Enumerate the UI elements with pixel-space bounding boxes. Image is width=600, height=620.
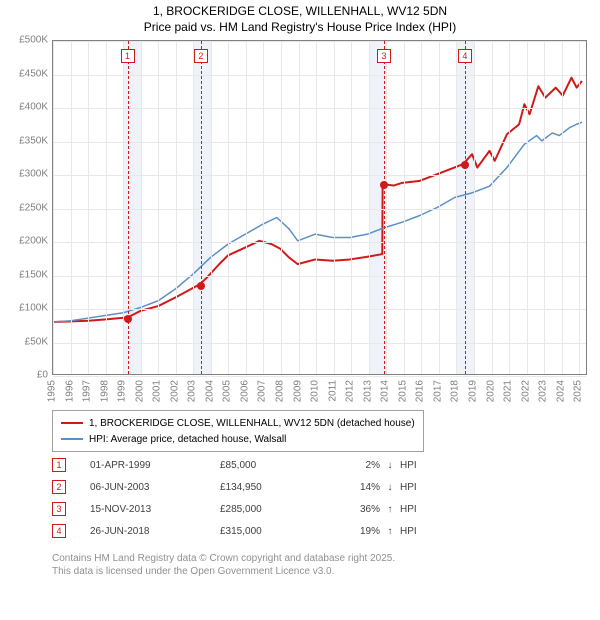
y-tick-label: £100K bbox=[4, 303, 48, 314]
x-tick-label: 2011 bbox=[327, 380, 338, 402]
x-tick-label: 2009 bbox=[292, 380, 303, 402]
x-tick-label: 2023 bbox=[538, 380, 549, 402]
title-line-1: 1, BROCKERIDGE CLOSE, WILLENHALL, WV12 5… bbox=[0, 4, 600, 20]
sale-marker-label: 2 bbox=[194, 49, 208, 63]
y-tick-label: £150K bbox=[4, 269, 48, 280]
row-price: £285,000 bbox=[220, 504, 330, 515]
chart-area: 1234 £0£50K£100K£150K£200K£250K£300K£350… bbox=[8, 40, 592, 400]
legend-row: HPI: Average price, detached house, Wals… bbox=[61, 431, 415, 447]
x-tick-label: 2000 bbox=[134, 380, 145, 402]
x-tick-label: 2016 bbox=[415, 380, 426, 402]
x-tick-label: 2014 bbox=[380, 380, 391, 402]
x-tick-label: 2015 bbox=[397, 380, 408, 402]
row-arrow-icon: ↓ bbox=[380, 482, 400, 493]
footer-line-1: Contains HM Land Registry data © Crown c… bbox=[52, 552, 395, 565]
row-hpi-label: HPI bbox=[400, 460, 440, 471]
row-hpi-label: HPI bbox=[400, 504, 440, 515]
series-hpi bbox=[54, 122, 582, 322]
row-price: £315,000 bbox=[220, 526, 330, 537]
legend-row: 1, BROCKERIDGE CLOSE, WILLENHALL, WV12 5… bbox=[61, 415, 415, 431]
row-pct: 36% bbox=[330, 504, 380, 515]
sales-table: 101-APR-1999£85,0002%↓HPI206-JUN-2003£13… bbox=[52, 454, 562, 542]
x-tick-label: 2021 bbox=[503, 380, 514, 402]
legend-swatch bbox=[61, 422, 83, 424]
row-arrow-icon: ↑ bbox=[380, 526, 400, 537]
y-tick-label: £0 bbox=[4, 370, 48, 381]
row-price: £85,000 bbox=[220, 460, 330, 471]
x-tick-label: 1997 bbox=[82, 380, 93, 402]
row-marker: 3 bbox=[52, 502, 66, 516]
row-marker: 1 bbox=[52, 458, 66, 472]
x-tick-label: 2018 bbox=[450, 380, 461, 402]
y-tick-label: £350K bbox=[4, 135, 48, 146]
row-pct: 19% bbox=[330, 526, 380, 537]
x-tick-label: 2020 bbox=[485, 380, 496, 402]
table-row: 1 01-APR-1999£85,0002%↓HPI bbox=[52, 454, 562, 476]
x-tick-label: 2006 bbox=[239, 380, 250, 402]
legend: 1, BROCKERIDGE CLOSE, WILLENHALL, WV12 5… bbox=[52, 410, 424, 452]
row-date: 06-JUN-2003 bbox=[90, 482, 220, 493]
legend-label: HPI: Average price, detached house, Wals… bbox=[89, 434, 286, 445]
title-line-2: Price paid vs. HM Land Registry's House … bbox=[0, 20, 600, 36]
row-date: 26-JUN-2018 bbox=[90, 526, 220, 537]
x-tick-label: 2007 bbox=[257, 380, 268, 402]
x-tick-label: 2017 bbox=[432, 380, 443, 402]
row-date: 15-NOV-2013 bbox=[90, 504, 220, 515]
x-tick-label: 2022 bbox=[520, 380, 531, 402]
x-tick-label: 2010 bbox=[310, 380, 321, 402]
legend-swatch bbox=[61, 438, 83, 440]
y-tick-label: £200K bbox=[4, 236, 48, 247]
x-tick-label: 2025 bbox=[573, 380, 584, 402]
x-tick-label: 2013 bbox=[362, 380, 373, 402]
sale-point bbox=[461, 161, 469, 169]
table-row: 2 06-JUN-2003£134,95014%↓HPI bbox=[52, 476, 562, 498]
footer: Contains HM Land Registry data © Crown c… bbox=[52, 552, 395, 578]
row-hpi-label: HPI bbox=[400, 526, 440, 537]
sale-marker-label: 1 bbox=[121, 49, 135, 63]
row-pct: 2% bbox=[330, 460, 380, 471]
sale-point bbox=[380, 181, 388, 189]
y-tick-label: £50K bbox=[4, 336, 48, 347]
row-marker: 2 bbox=[52, 480, 66, 494]
x-tick-label: 2003 bbox=[187, 380, 198, 402]
row-pct: 14% bbox=[330, 482, 380, 493]
row-arrow-icon: ↓ bbox=[380, 460, 400, 471]
x-tick-label: 2002 bbox=[169, 380, 180, 402]
title-block: 1, BROCKERIDGE CLOSE, WILLENHALL, WV12 5… bbox=[0, 0, 600, 35]
table-row: 3 15-NOV-2013£285,00036%↑HPI bbox=[52, 498, 562, 520]
row-hpi-label: HPI bbox=[400, 482, 440, 493]
legend-label: 1, BROCKERIDGE CLOSE, WILLENHALL, WV12 5… bbox=[89, 418, 415, 429]
x-tick-label: 2008 bbox=[275, 380, 286, 402]
x-tick-label: 1998 bbox=[99, 380, 110, 402]
y-tick-label: £300K bbox=[4, 169, 48, 180]
x-tick-label: 1999 bbox=[117, 380, 128, 402]
row-arrow-icon: ↑ bbox=[380, 504, 400, 515]
x-tick-label: 2001 bbox=[152, 380, 163, 402]
sale-marker-label: 3 bbox=[377, 49, 391, 63]
x-tick-label: 2004 bbox=[204, 380, 215, 402]
row-date: 01-APR-1999 bbox=[90, 460, 220, 471]
chart-container: 1, BROCKERIDGE CLOSE, WILLENHALL, WV12 5… bbox=[0, 0, 600, 620]
table-row: 4 26-JUN-2018£315,00019%↑HPI bbox=[52, 520, 562, 542]
sale-point bbox=[124, 315, 132, 323]
x-tick-label: 2019 bbox=[467, 380, 478, 402]
row-price: £134,950 bbox=[220, 482, 330, 493]
x-tick-label: 1995 bbox=[47, 380, 58, 402]
x-tick-label: 2012 bbox=[345, 380, 356, 402]
y-tick-label: £450K bbox=[4, 68, 48, 79]
x-tick-label: 2005 bbox=[222, 380, 233, 402]
y-tick-label: £500K bbox=[4, 35, 48, 46]
x-tick-label: 2024 bbox=[555, 380, 566, 402]
plot-area: 1 2 3 4 bbox=[52, 40, 587, 375]
y-tick-label: £250K bbox=[4, 202, 48, 213]
x-tick-label: 1996 bbox=[64, 380, 75, 402]
row-marker: 4 bbox=[52, 524, 66, 538]
y-tick-label: £400K bbox=[4, 102, 48, 113]
sale-marker-label: 4 bbox=[458, 49, 472, 63]
sale-point bbox=[197, 282, 205, 290]
series-price_paid bbox=[54, 78, 582, 322]
footer-line-2: This data is licensed under the Open Gov… bbox=[52, 565, 395, 578]
line-layer bbox=[53, 41, 586, 374]
